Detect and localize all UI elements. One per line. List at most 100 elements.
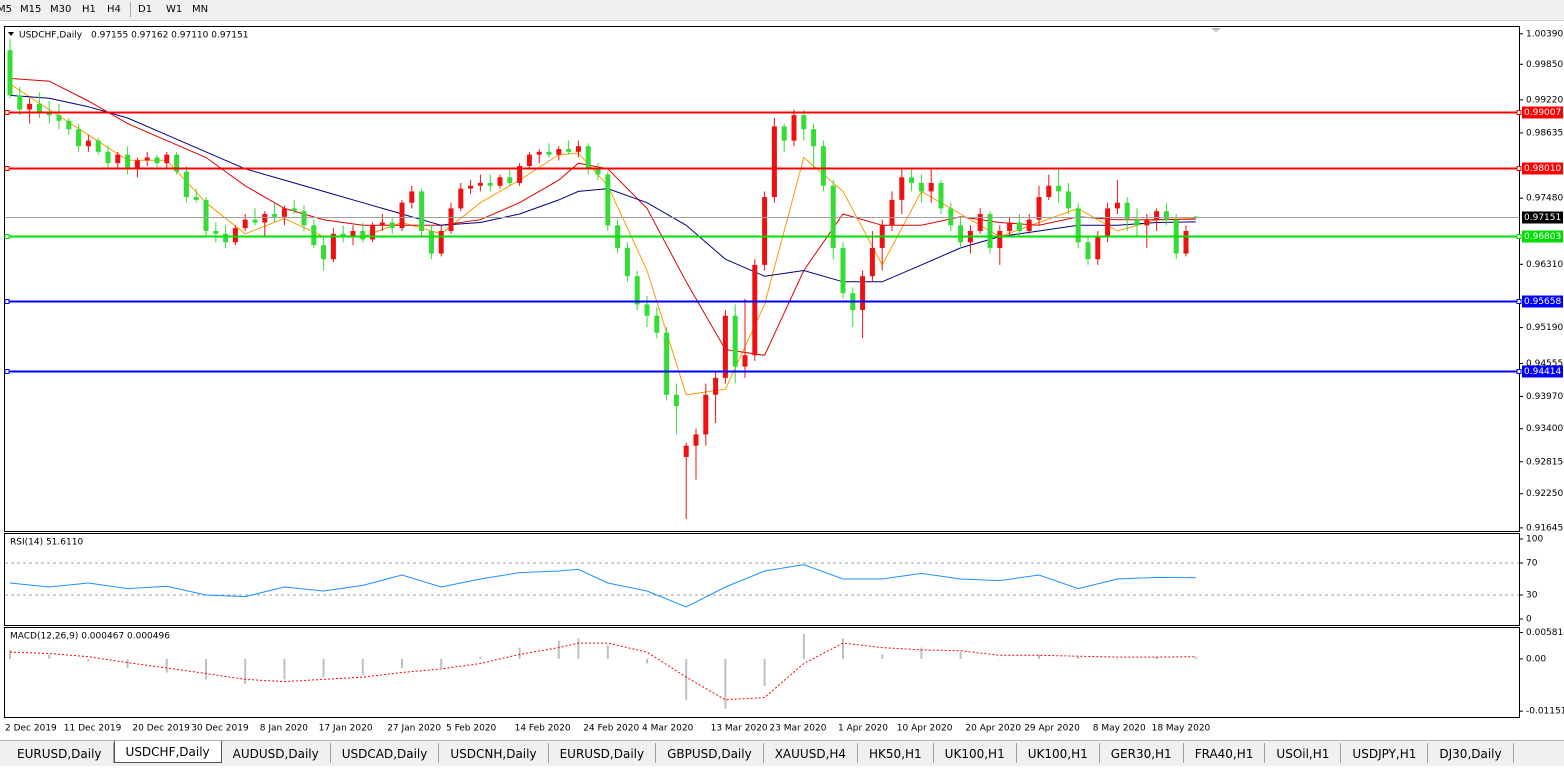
candle-body bbox=[360, 230, 366, 240]
chart-subtitle: 0.97155 0.97162 0.97110 0.97151 bbox=[91, 31, 248, 41]
candle-body bbox=[487, 182, 493, 186]
chart-tab[interactable]: HK50,H1 bbox=[858, 743, 934, 763]
candle-body bbox=[997, 230, 1003, 248]
x-tick-label: 29 Apr 2020 bbox=[1024, 724, 1080, 734]
y-tick-label: 0.93970 bbox=[1526, 392, 1563, 402]
chart-tab[interactable]: EURUSD,Daily bbox=[6, 743, 114, 763]
candle-body bbox=[1163, 211, 1169, 220]
candle-body bbox=[1183, 230, 1189, 254]
candle-body bbox=[311, 225, 317, 246]
x-tick-label: 23 Mar 2020 bbox=[769, 724, 826, 734]
candle-body bbox=[869, 247, 875, 277]
candle-body bbox=[1026, 219, 1032, 231]
timeframe-button[interactable]: M30 bbox=[50, 4, 72, 15]
candle-body bbox=[409, 191, 415, 203]
y-tick-label: -0.011514 bbox=[1526, 707, 1564, 717]
level-price-label: 0.95658 bbox=[1524, 297, 1561, 307]
candle-body bbox=[938, 182, 944, 209]
histogram-bar bbox=[283, 658, 286, 680]
timeframe-button[interactable]: H1 bbox=[82, 4, 96, 15]
candle-body bbox=[477, 182, 483, 186]
candle-body bbox=[977, 214, 983, 231]
timeframe-button[interactable]: MN bbox=[192, 4, 209, 15]
chart-tab[interactable]: USDCAD,Daily bbox=[331, 743, 440, 763]
candle-body bbox=[1036, 197, 1042, 220]
level-price-label: 0.94414 bbox=[1524, 367, 1561, 377]
candle-body bbox=[752, 264, 758, 356]
candle-body bbox=[144, 157, 150, 161]
candle-body bbox=[252, 219, 258, 223]
candle-body bbox=[536, 151, 542, 155]
y-tick-label: 0.97480 bbox=[1526, 194, 1563, 204]
candle-body bbox=[928, 182, 934, 192]
chart-tab[interactable]: USDCNH,Daily bbox=[439, 743, 549, 763]
candle-body bbox=[958, 225, 964, 243]
level-handle bbox=[1516, 234, 1522, 239]
candle-body bbox=[585, 146, 591, 169]
candle-body bbox=[1016, 222, 1022, 231]
histogram-bar bbox=[9, 649, 11, 659]
histogram-bar bbox=[842, 638, 844, 659]
signal-line bbox=[9, 642, 1196, 701]
chart-tab[interactable]: XAUUSD,H4 bbox=[764, 743, 859, 763]
candle-body bbox=[134, 160, 140, 169]
candle-body bbox=[438, 230, 444, 254]
candle-body bbox=[918, 182, 924, 192]
level-price-label: 0.99007 bbox=[1524, 108, 1561, 118]
histogram-bar bbox=[244, 658, 247, 684]
histogram-bar bbox=[959, 652, 962, 659]
timeframe-button[interactable]: H4 bbox=[107, 4, 121, 15]
chart-tab[interactable]: GER30,H1 bbox=[1100, 743, 1184, 763]
candle-body bbox=[1085, 242, 1091, 260]
chart-tab[interactable]: USDCHF,Daily bbox=[113, 741, 222, 763]
histogram-bar bbox=[646, 658, 648, 664]
candle-body bbox=[281, 208, 287, 217]
chart-tab[interactable]: AUDUSD,Daily bbox=[222, 743, 331, 763]
candle-body bbox=[203, 199, 209, 231]
candle-body bbox=[742, 355, 748, 367]
chart-tab[interactable]: DJ30,Daily bbox=[1428, 743, 1514, 763]
y-tick-label: 0.005818 bbox=[1526, 628, 1564, 638]
current-price-box bbox=[1522, 211, 1563, 224]
timeframe-button[interactable]: M15 bbox=[20, 4, 42, 15]
chart-tab[interactable]: USOil,H1 bbox=[1265, 743, 1342, 763]
candle-body bbox=[1075, 208, 1081, 243]
candle-body bbox=[634, 276, 640, 305]
candle-body bbox=[732, 315, 738, 367]
candle-body bbox=[56, 115, 62, 121]
candle-body bbox=[1114, 202, 1120, 209]
chart-tab[interactable]: USDJPY,H1 bbox=[1341, 743, 1429, 763]
y-tick-label: 0.93400 bbox=[1526, 424, 1563, 434]
level-price-box bbox=[1522, 162, 1563, 175]
x-tick-label: 20 Dec 2019 bbox=[132, 724, 190, 734]
candle-body bbox=[154, 157, 160, 164]
candle-body bbox=[46, 112, 52, 116]
candle-body bbox=[115, 154, 121, 164]
candle-body bbox=[801, 115, 807, 130]
collapse-arrow bbox=[8, 32, 14, 36]
histogram-bar bbox=[724, 658, 727, 709]
chart-tab[interactable]: UK100,H1 bbox=[1017, 743, 1100, 763]
candle-body bbox=[272, 214, 278, 217]
candle-body bbox=[379, 222, 385, 226]
chart-tab[interactable]: FRA40,H1 bbox=[1184, 743, 1266, 763]
y-tick-label: 0.99850 bbox=[1526, 60, 1563, 70]
candle-body bbox=[85, 140, 91, 147]
candle-body bbox=[830, 185, 836, 248]
chart-tab[interactable]: GBPUSD,Daily bbox=[656, 743, 764, 763]
rsi-panel bbox=[4, 533, 1520, 626]
y-tick-label: 30 bbox=[1526, 591, 1538, 601]
timeframe-button[interactable]: D1 bbox=[138, 4, 153, 15]
chart-tab[interactable]: EURUSD,Daily bbox=[549, 743, 657, 763]
timeframe-button[interactable]: M5 bbox=[0, 4, 12, 15]
histogram-bar bbox=[518, 647, 521, 659]
candle-body bbox=[350, 230, 356, 237]
candle-body bbox=[575, 146, 581, 152]
chart-tab[interactable]: UK100,H1 bbox=[934, 743, 1017, 763]
timeframe-button[interactable]: W1 bbox=[166, 4, 183, 15]
candle-body bbox=[242, 219, 248, 229]
histogram-bar bbox=[802, 633, 805, 659]
candle-body bbox=[624, 247, 630, 277]
candle-body bbox=[105, 151, 111, 164]
y-tick-label: 0.00 bbox=[1526, 654, 1546, 664]
